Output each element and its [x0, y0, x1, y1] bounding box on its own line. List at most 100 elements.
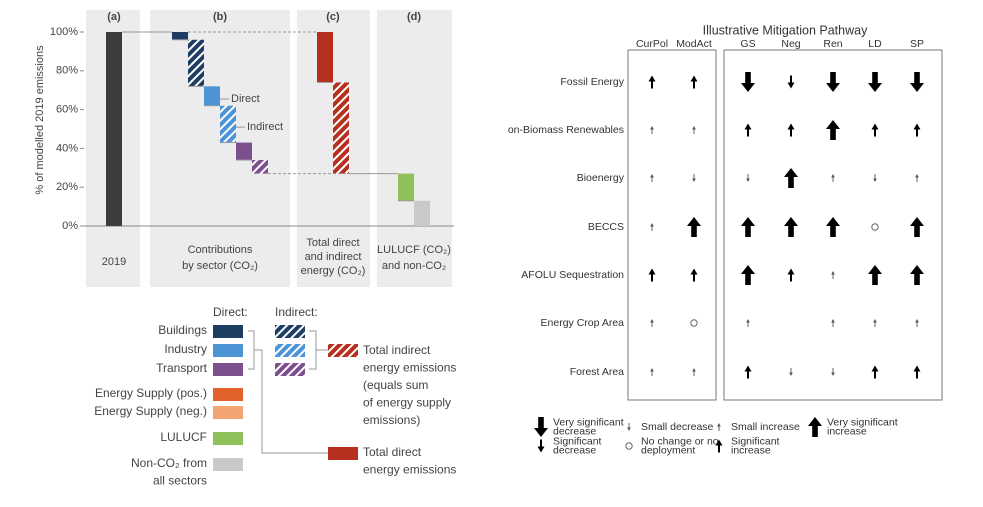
- category-label: and non-CO₂: [382, 260, 446, 272]
- symbol-increase: [690, 75, 698, 89]
- row-label: Fossil Energy: [560, 76, 624, 88]
- legend-label: Energy Supply (pos.): [95, 386, 207, 400]
- symbol-increase: [831, 174, 835, 182]
- column-header: Ren: [823, 38, 842, 50]
- column-header: Neg: [781, 38, 800, 50]
- y-axis-label: % of modelled 2019 emissions: [34, 45, 46, 195]
- row-label: BECCS: [588, 221, 624, 233]
- symbol-no-change: [690, 319, 698, 327]
- symbol-increase: [873, 319, 877, 327]
- symbol-increase: [690, 268, 698, 282]
- y-tick-label: 100%: [50, 26, 78, 38]
- category-label: and indirect: [305, 251, 362, 263]
- symbol-increase: [784, 217, 798, 237]
- symbol-decrease: [741, 72, 755, 92]
- panel-label: (c): [326, 11, 340, 23]
- symbol-increase: [787, 268, 795, 282]
- legend-label: Total indirect: [363, 343, 431, 357]
- legend-label: Small increase: [731, 421, 800, 433]
- category-label: by sector (CO₂): [182, 260, 258, 272]
- panel-band: [377, 10, 452, 287]
- bracket: [248, 330, 255, 370]
- bar: [172, 32, 188, 40]
- symbol-increase: [868, 265, 882, 285]
- legend-swatch: [275, 325, 305, 338]
- legend-label: of energy supply: [363, 396, 451, 410]
- matrix-title: Illustrative Mitigation Pathway: [703, 23, 868, 37]
- row-label: Forest Area: [570, 366, 624, 378]
- legend-label: No change or no: [641, 435, 719, 447]
- legend-swatch: [213, 406, 243, 419]
- symbol-increase: [831, 319, 835, 327]
- legend-label: decrease: [553, 425, 596, 437]
- symbol-increase: [692, 368, 696, 376]
- symbol-increase: [913, 365, 921, 379]
- matrix-box: [723, 49, 943, 401]
- symbol-increase: [650, 368, 654, 376]
- row-label: Bioenergy: [577, 172, 625, 184]
- category-label: energy (CO₂): [301, 265, 366, 277]
- symbol-decrease: [868, 72, 882, 92]
- symbol-increase: [744, 365, 752, 379]
- y-tick-label: 40%: [56, 142, 78, 154]
- bar: [220, 105, 236, 143]
- bar: [414, 200, 430, 226]
- symbol-decrease: [537, 439, 545, 453]
- symbol-decrease: [746, 174, 750, 182]
- symbol-no-change: [871, 223, 879, 231]
- symbol-increase: [746, 319, 750, 327]
- bar: [333, 82, 349, 174]
- category-label: Total direct: [306, 237, 359, 249]
- category-label: 2019: [102, 256, 126, 268]
- symbol-increase: [650, 174, 654, 182]
- symbol-increase: [913, 123, 921, 137]
- annotation: Indirect: [247, 121, 283, 133]
- symbol-increase: [826, 217, 840, 237]
- legend-label: Significant: [731, 435, 780, 447]
- bar: [204, 86, 220, 106]
- symbol-increase: [650, 223, 654, 231]
- symbol-increase: [648, 268, 656, 282]
- legend: Buildings Industry Transport Total indirect…: [94, 323, 456, 488]
- annotation: Direct: [231, 93, 260, 105]
- symbol-decrease: [534, 417, 548, 437]
- symbol-increase: [648, 75, 656, 89]
- legend-swatch: [213, 325, 243, 338]
- symbol-increase: [910, 217, 924, 237]
- bar: [236, 142, 252, 161]
- panel-label: (d): [407, 11, 421, 23]
- symbol-increase: [650, 319, 654, 327]
- legend-label: decrease: [553, 444, 596, 456]
- legend-label: (equals sum: [363, 378, 428, 392]
- category-label: LULUCF (CO₂): [377, 244, 451, 256]
- symbol-increase: [692, 126, 696, 134]
- legend-label: Energy Supply (neg.): [94, 404, 207, 418]
- legend-label: Buildings: [158, 323, 207, 337]
- symbol-decrease: [826, 72, 840, 92]
- symbol-increase: [784, 168, 798, 188]
- symbol-increase: [915, 174, 919, 182]
- legend-label: Industry: [164, 342, 207, 356]
- legend-heading: Direct:: [213, 305, 248, 319]
- column-header: GS: [740, 38, 755, 50]
- legend-label: LULUCF: [160, 430, 207, 444]
- symbol-decrease: [910, 72, 924, 92]
- symbol-decrease: [787, 75, 795, 89]
- bar: [106, 32, 122, 226]
- symbol-increase: [741, 265, 755, 285]
- bar: [188, 39, 204, 87]
- symbol-increase: [871, 123, 879, 137]
- symbol-increase: [650, 126, 654, 134]
- symbol-increase: [915, 319, 919, 327]
- legend-label: Non-CO₂ from: [131, 456, 207, 470]
- legend-label: Total direct: [363, 445, 422, 459]
- y-tick-label: 20%: [56, 181, 78, 193]
- column-header: CurPol: [636, 38, 668, 50]
- legend-brackets: [248, 330, 328, 454]
- bracket: [254, 349, 328, 454]
- y-tick-label: 80%: [56, 65, 78, 77]
- legend-label: Small decrease: [641, 421, 714, 433]
- legend-label: Very significant: [827, 416, 898, 428]
- symbol-increase: [831, 271, 835, 279]
